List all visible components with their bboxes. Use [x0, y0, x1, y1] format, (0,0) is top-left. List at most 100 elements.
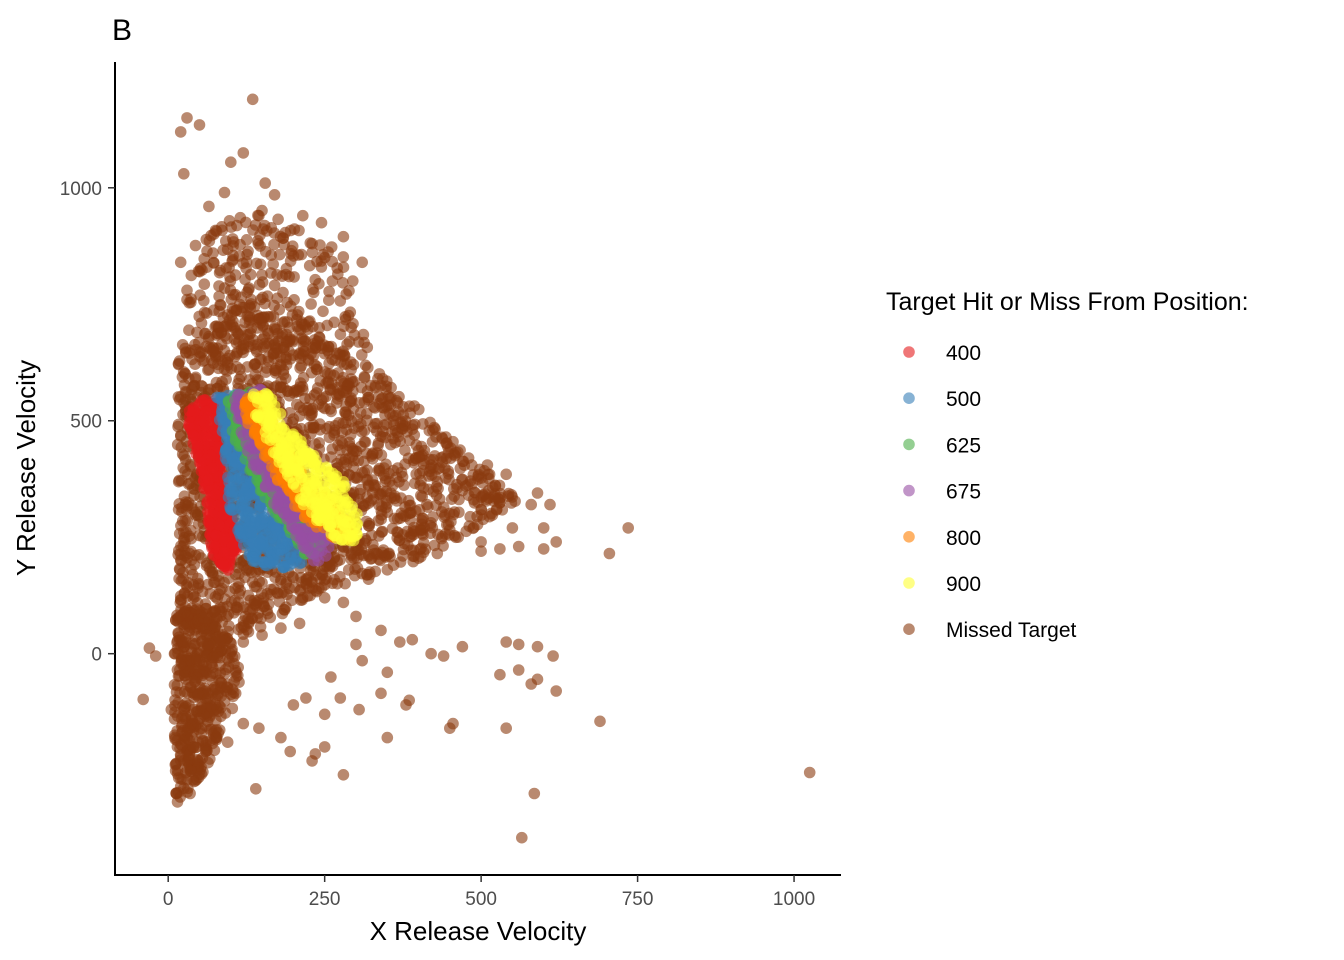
point-missed-target: [293, 324, 305, 336]
point-missed-target: [306, 755, 318, 767]
point-900: [290, 462, 303, 475]
point-900: [263, 416, 275, 428]
point-missed-target: [477, 489, 490, 501]
point-missed-target: [315, 394, 328, 406]
point-missed-target: [372, 390, 385, 403]
point-missed-target: [215, 338, 228, 351]
legend-key: [903, 531, 915, 543]
point-missed-target: [439, 528, 452, 540]
point-missed-target: [175, 474, 188, 487]
point-missed-target: [489, 488, 501, 500]
point-missed-target: [464, 510, 477, 523]
point-missed-target: [181, 293, 193, 306]
point-missed-target: [428, 421, 441, 434]
point-missed-target: [300, 692, 312, 704]
point-missed-target: [240, 216, 252, 229]
x-axis-ticks: 0 250 500 750 1000: [163, 875, 815, 910]
point-missed-target: [387, 464, 400, 477]
point-missed-target: [475, 536, 487, 548]
point-missed-target: [192, 755, 204, 767]
point-missed-target: [165, 703, 178, 716]
point-missed-target: [376, 525, 389, 538]
point-missed-target: [394, 636, 406, 648]
point-900: [251, 411, 264, 423]
point-missed-target: [277, 286, 289, 299]
point-missed-target: [218, 695, 231, 707]
point-missed-target: [262, 327, 275, 340]
point-675: [307, 531, 320, 544]
point-675: [278, 507, 290, 519]
point-900: [295, 471, 308, 484]
point-missed-target: [193, 713, 206, 725]
point-900: [338, 496, 351, 509]
point-missed-target: [234, 363, 246, 376]
x-tick-label: 250: [309, 889, 341, 910]
point-missed-target: [198, 295, 210, 307]
point-missed-target: [193, 119, 206, 131]
point-missed-target: [213, 266, 226, 279]
point-missed-target: [481, 459, 494, 471]
point-missed-target: [175, 519, 187, 532]
point-missed-target: [353, 703, 365, 716]
point-missed-target: [330, 397, 343, 409]
point-missed-target: [214, 667, 227, 679]
point-missed-target: [402, 452, 415, 465]
point-missed-target: [202, 364, 214, 376]
point-missed-target: [210, 320, 223, 332]
point-missed-target: [143, 642, 156, 654]
point-900: [274, 418, 286, 431]
point-675: [240, 437, 252, 450]
point-missed-target: [408, 521, 420, 534]
point-missed-target: [149, 650, 162, 662]
point-missed-target: [369, 565, 382, 578]
point-missed-target: [183, 347, 196, 359]
point-missed-target: [512, 638, 525, 651]
point-missed-target: [280, 262, 293, 275]
legend-label: 675: [946, 481, 981, 504]
point-500: [239, 495, 251, 507]
point-missed-target: [203, 200, 215, 213]
point-missed-target: [303, 421, 316, 434]
legend-label: Missed Target: [946, 619, 1077, 642]
point-missed-target: [391, 513, 404, 525]
point-missed-target: [403, 694, 416, 707]
point-missed-target: [355, 381, 368, 394]
point-missed-target: [198, 278, 211, 291]
point-missed-target: [490, 503, 503, 515]
point-missed-target: [368, 547, 381, 560]
point-400: [209, 488, 222, 501]
point-missed-target: [464, 475, 477, 487]
point-missed-target: [622, 522, 634, 534]
point-missed-target: [326, 377, 338, 390]
legend-key: [903, 484, 915, 497]
point-missed-target: [331, 457, 343, 470]
point-missed-target: [291, 385, 303, 398]
point-missed-target: [137, 693, 149, 706]
point-missed-target: [206, 675, 219, 687]
legend-key: [903, 392, 915, 405]
point-missed-target: [412, 552, 425, 564]
point-missed-target: [237, 147, 250, 159]
point-missed-target: [415, 489, 427, 502]
point-missed-target: [381, 731, 394, 744]
point-missed-target: [339, 311, 352, 323]
point-missed-target: [379, 409, 391, 421]
point-missed-target: [253, 575, 265, 588]
point-missed-target: [208, 744, 221, 757]
point-500: [295, 556, 308, 569]
point-missed-target: [300, 578, 312, 590]
point-missed-target: [347, 275, 359, 287]
point-missed-target: [178, 450, 190, 462]
point-900: [309, 478, 322, 490]
point-missed-target: [297, 209, 309, 222]
point-missed-target: [306, 246, 319, 259]
point-missed-target: [227, 690, 239, 703]
point-missed-target: [328, 429, 340, 441]
point-missed-target: [184, 388, 197, 401]
point-missed-target: [235, 305, 247, 318]
point-missed-target: [199, 327, 212, 340]
point-missed-target: [525, 678, 537, 690]
point-500: [244, 521, 256, 534]
point-missed-target: [456, 640, 469, 653]
point-500: [263, 555, 276, 568]
